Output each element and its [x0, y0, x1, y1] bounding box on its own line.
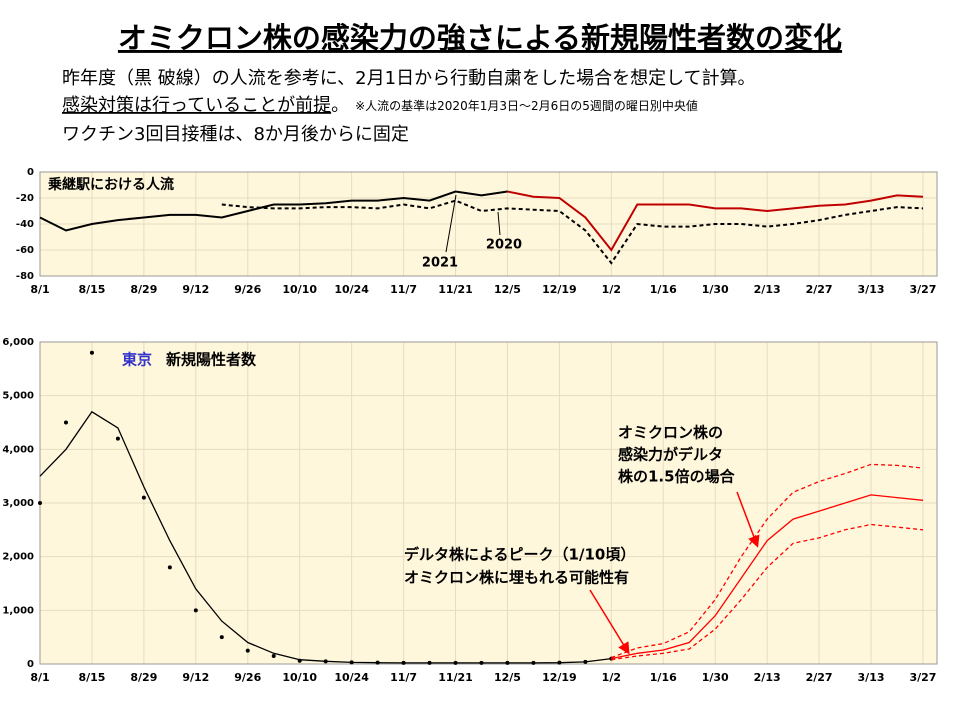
x-tick-label: 3/27	[909, 671, 936, 684]
x-tick-label: 1/30	[702, 671, 729, 684]
subtitle-underlined: 感染対策は行っていることが前提	[62, 95, 331, 116]
series-line	[507, 190, 924, 252]
x-tick-label: 2/13	[754, 283, 781, 296]
legend-label: 2021	[422, 256, 458, 271]
data-point	[245, 648, 250, 653]
series-line	[611, 523, 924, 661]
pointer	[445, 194, 457, 253]
annotation: 感染力がデルタ	[618, 446, 723, 464]
data-point	[271, 653, 276, 658]
x-tick-label: 8/29	[130, 283, 157, 296]
x-tick-label: 9/12	[182, 283, 209, 296]
pointer	[497, 211, 501, 236]
y-tick-label: -20	[16, 193, 34, 204]
x-tick-label: 12/5	[494, 283, 521, 296]
data-point	[193, 608, 198, 613]
y-tick-label: 6,000	[2, 337, 34, 348]
legend-label: 2020	[486, 238, 522, 253]
y-tick-label: 4,000	[2, 444, 34, 455]
y-tick-label: -80	[16, 271, 34, 282]
x-tick-label: 11/7	[390, 671, 417, 684]
data-point	[63, 420, 68, 425]
x-tick-label: 3/27	[909, 283, 936, 296]
data-point	[115, 436, 120, 441]
y-tick-label: 3,000	[2, 498, 34, 509]
x-tick-label: 2/27	[806, 283, 833, 296]
x-tick-label: 11/21	[438, 671, 473, 684]
subtitle: 昨年度（黒 破線）の人流を参考に、2月1日から行動自粛をした場合を想定して計算。	[62, 68, 756, 89]
y-tick-label: 0	[27, 659, 34, 670]
subtitle: 感染対策は行っていることが前提。 ※人流の基準は2020年1月3日～2月6日の5週…	[62, 95, 698, 116]
y-tick-label: -60	[16, 245, 34, 256]
x-tick-label: 1/16	[650, 283, 677, 296]
x-tick-label: 9/26	[234, 283, 261, 296]
data-point	[141, 495, 146, 500]
x-tick-label: 8/29	[130, 671, 157, 684]
x-tick-label: 9/26	[234, 671, 261, 684]
data-point	[38, 501, 42, 505]
note: ※人流の基準は2020年1月3日～2月6日の5週間の曜日別中央値	[355, 98, 698, 113]
series-line	[611, 463, 924, 659]
x-tick-label: 8/1	[30, 671, 49, 684]
x-tick-label: 8/1	[30, 283, 49, 296]
arrow	[589, 589, 630, 655]
series-line	[39, 190, 508, 232]
x-tick-label: 8/15	[78, 283, 105, 296]
x-tick-label: 3/13	[858, 283, 885, 296]
x-tick-label: 10/24	[334, 671, 369, 684]
x-tick-label: 12/19	[542, 283, 577, 296]
annotation: オミクロン株の	[618, 424, 723, 442]
x-tick-label: 10/10	[282, 283, 317, 296]
x-tick-label: 10/24	[334, 283, 369, 296]
chart-label-city: 東京	[122, 351, 152, 369]
x-tick-label: 2/27	[806, 671, 833, 684]
y-tick-label: 2,000	[2, 552, 34, 563]
chart-label: 新規陽性者数	[166, 351, 257, 369]
title: オミクロン株の感染力の強さによる新規陽性者数の変化	[118, 21, 842, 55]
x-tick-label: 1/2	[602, 671, 621, 684]
x-tick-label: 11/21	[438, 283, 473, 296]
y-tick-label: 1,000	[2, 605, 34, 616]
plot-border	[39, 171, 938, 277]
x-tick-label: 8/15	[78, 671, 105, 684]
y-tick-label: 0	[27, 167, 34, 178]
x-tick-label: 10/10	[282, 671, 317, 684]
y-tick-label: 5,000	[2, 391, 34, 402]
x-tick-label: 11/7	[390, 283, 417, 296]
x-tick-label: 2/13	[754, 671, 781, 684]
annotation: デルタ株によるピーク（1/10頃）	[404, 546, 635, 564]
arrow	[736, 491, 760, 548]
series-line	[39, 410, 612, 664]
x-tick-label: 1/30	[702, 283, 729, 296]
x-tick-label: 1/16	[650, 671, 677, 684]
subtitle: ワクチン3回目接種は、8か月後からに固定	[62, 124, 409, 145]
data-point	[167, 565, 172, 570]
subtitle: 。	[331, 95, 349, 116]
series-line	[221, 199, 924, 265]
series-line	[611, 494, 924, 660]
x-tick-label: 12/5	[494, 671, 521, 684]
data-point	[89, 350, 94, 355]
y-tick-label: -40	[16, 219, 34, 230]
annotation: オミクロン株に埋もれる可能性有	[404, 569, 629, 587]
x-tick-label: 9/12	[182, 671, 209, 684]
chart-label: 乗継駅における人流	[47, 176, 174, 193]
x-tick-label: 1/2	[602, 283, 621, 296]
x-tick-label: 3/13	[858, 671, 885, 684]
data-point	[219, 635, 224, 640]
annotation: 株の1.5倍の場合	[618, 468, 736, 486]
x-tick-label: 12/19	[542, 671, 577, 684]
